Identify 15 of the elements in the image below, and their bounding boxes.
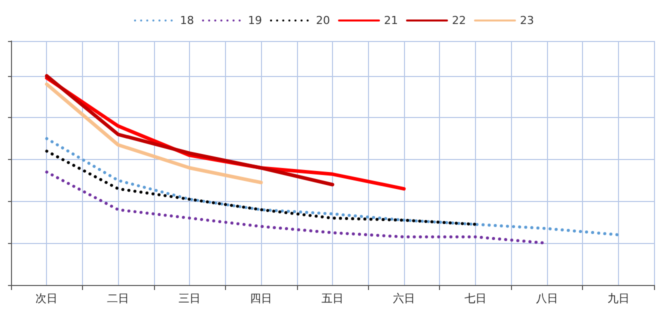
legend-label: 18 — [180, 14, 194, 27]
legend-label: 19 — [248, 14, 262, 27]
legend-label: 23 — [520, 14, 534, 27]
x-tick-label: 五日 — [322, 292, 344, 305]
x-tick-label: 三日 — [178, 292, 201, 305]
legend-label: 22 — [452, 14, 466, 27]
x-tick-label: 八日 — [536, 292, 558, 305]
x-tick-label: 四日 — [250, 292, 272, 305]
x-tick-label: 二日 — [107, 292, 130, 305]
x-tick-label: 七日 — [464, 292, 486, 305]
legend-label: 20 — [316, 14, 330, 27]
legend-label: 21 — [384, 14, 398, 27]
x-tick-label: 六日 — [392, 292, 415, 305]
x-tick-label: 九日 — [607, 292, 630, 305]
x-tick-label: 次日 — [36, 292, 58, 305]
